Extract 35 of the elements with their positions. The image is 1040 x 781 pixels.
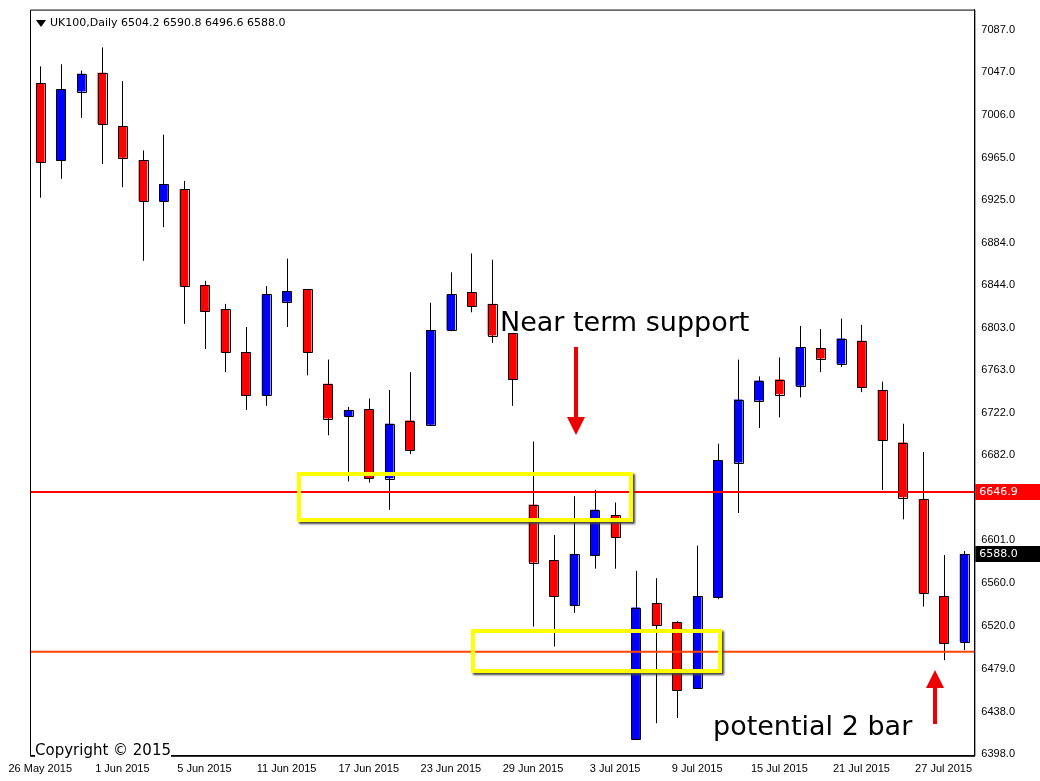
y-tick-label: 6884.0 bbox=[981, 235, 1016, 248]
annotation: potential 2 bar bbox=[713, 710, 913, 741]
y-tick-label: 6925.0 bbox=[981, 192, 1016, 205]
y-tick-label: 7006.0 bbox=[981, 107, 1016, 120]
y-tick-label: 6438.0 bbox=[981, 704, 1016, 717]
x-tick-label: 21 Jul 2015 bbox=[833, 762, 890, 775]
y-tick-label: 6844.0 bbox=[981, 277, 1016, 290]
ref-line-label: 6646.9 bbox=[979, 484, 1018, 498]
x-tick-label: 23 Jun 2015 bbox=[420, 762, 482, 775]
y-tick-label: 6965.0 bbox=[981, 150, 1016, 163]
x-tick-label: 26 May 2015 bbox=[8, 762, 73, 775]
y-tick-label: 6560.0 bbox=[981, 576, 1016, 589]
y-tick-label: 6763.0 bbox=[981, 363, 1016, 376]
y-tick-label: 7087.0 bbox=[981, 22, 1016, 35]
y-tick-label: 6398.0 bbox=[981, 746, 1016, 759]
x-tick-label: 15 Jul 2015 bbox=[750, 762, 808, 775]
x-tick-label: 17 Jun 2015 bbox=[338, 762, 400, 775]
y-tick-label: 7047.0 bbox=[981, 64, 1016, 77]
x-tick-label: 27 Jul 2015 bbox=[915, 762, 973, 775]
text: UK100,Daily 6504.2 6590.8 6496.6 6588.0 bbox=[50, 15, 286, 29]
y-tick-label: 6601.0 bbox=[981, 533, 1016, 546]
x-tick-label: 9 Jul 2015 bbox=[671, 762, 723, 775]
x-tick-label: 3 Jul 2015 bbox=[589, 762, 641, 775]
x-tick-label: 5 Jun 2015 bbox=[177, 762, 232, 775]
y-tick-label: 6722.0 bbox=[981, 406, 1016, 419]
y-tick-label: 6803.0 bbox=[981, 321, 1016, 334]
y-tick-label: 6520.0 bbox=[981, 618, 1016, 631]
x-tick-label: 11 Jun 2015 bbox=[256, 762, 317, 775]
x-tick-label: 1 Jun 2015 bbox=[95, 762, 150, 775]
text: 6588.0 bbox=[979, 546, 1018, 560]
y-tick-label: 6479.0 bbox=[981, 661, 1016, 674]
y-tick-label: 6682.0 bbox=[981, 448, 1016, 461]
x-tick-label: 29 Jun 2015 bbox=[502, 762, 564, 775]
annotation: Copyright © 2015 bbox=[35, 741, 172, 759]
annotation: Near term support bbox=[500, 306, 750, 337]
